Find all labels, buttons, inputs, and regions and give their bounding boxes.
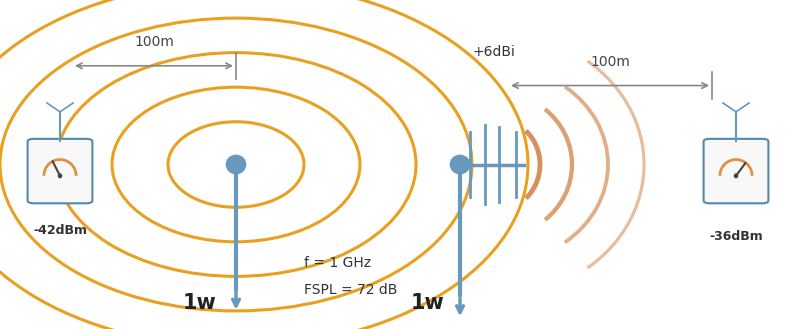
Text: 1w: 1w — [183, 293, 217, 313]
Text: -42dBm: -42dBm — [33, 224, 87, 237]
Ellipse shape — [58, 174, 62, 178]
Text: f = 1 GHz: f = 1 GHz — [304, 256, 371, 270]
Text: 1w: 1w — [411, 293, 445, 313]
Text: 100m: 100m — [134, 35, 174, 49]
FancyBboxPatch shape — [27, 139, 92, 203]
Text: -36dBm: -36dBm — [709, 230, 763, 243]
Text: FSPL = 72 dB: FSPL = 72 dB — [304, 283, 398, 296]
FancyBboxPatch shape — [704, 139, 768, 203]
Ellipse shape — [450, 155, 470, 174]
Text: 100m: 100m — [590, 55, 630, 69]
Ellipse shape — [734, 174, 738, 178]
Ellipse shape — [226, 155, 246, 174]
Text: +6dBi: +6dBi — [473, 45, 516, 59]
